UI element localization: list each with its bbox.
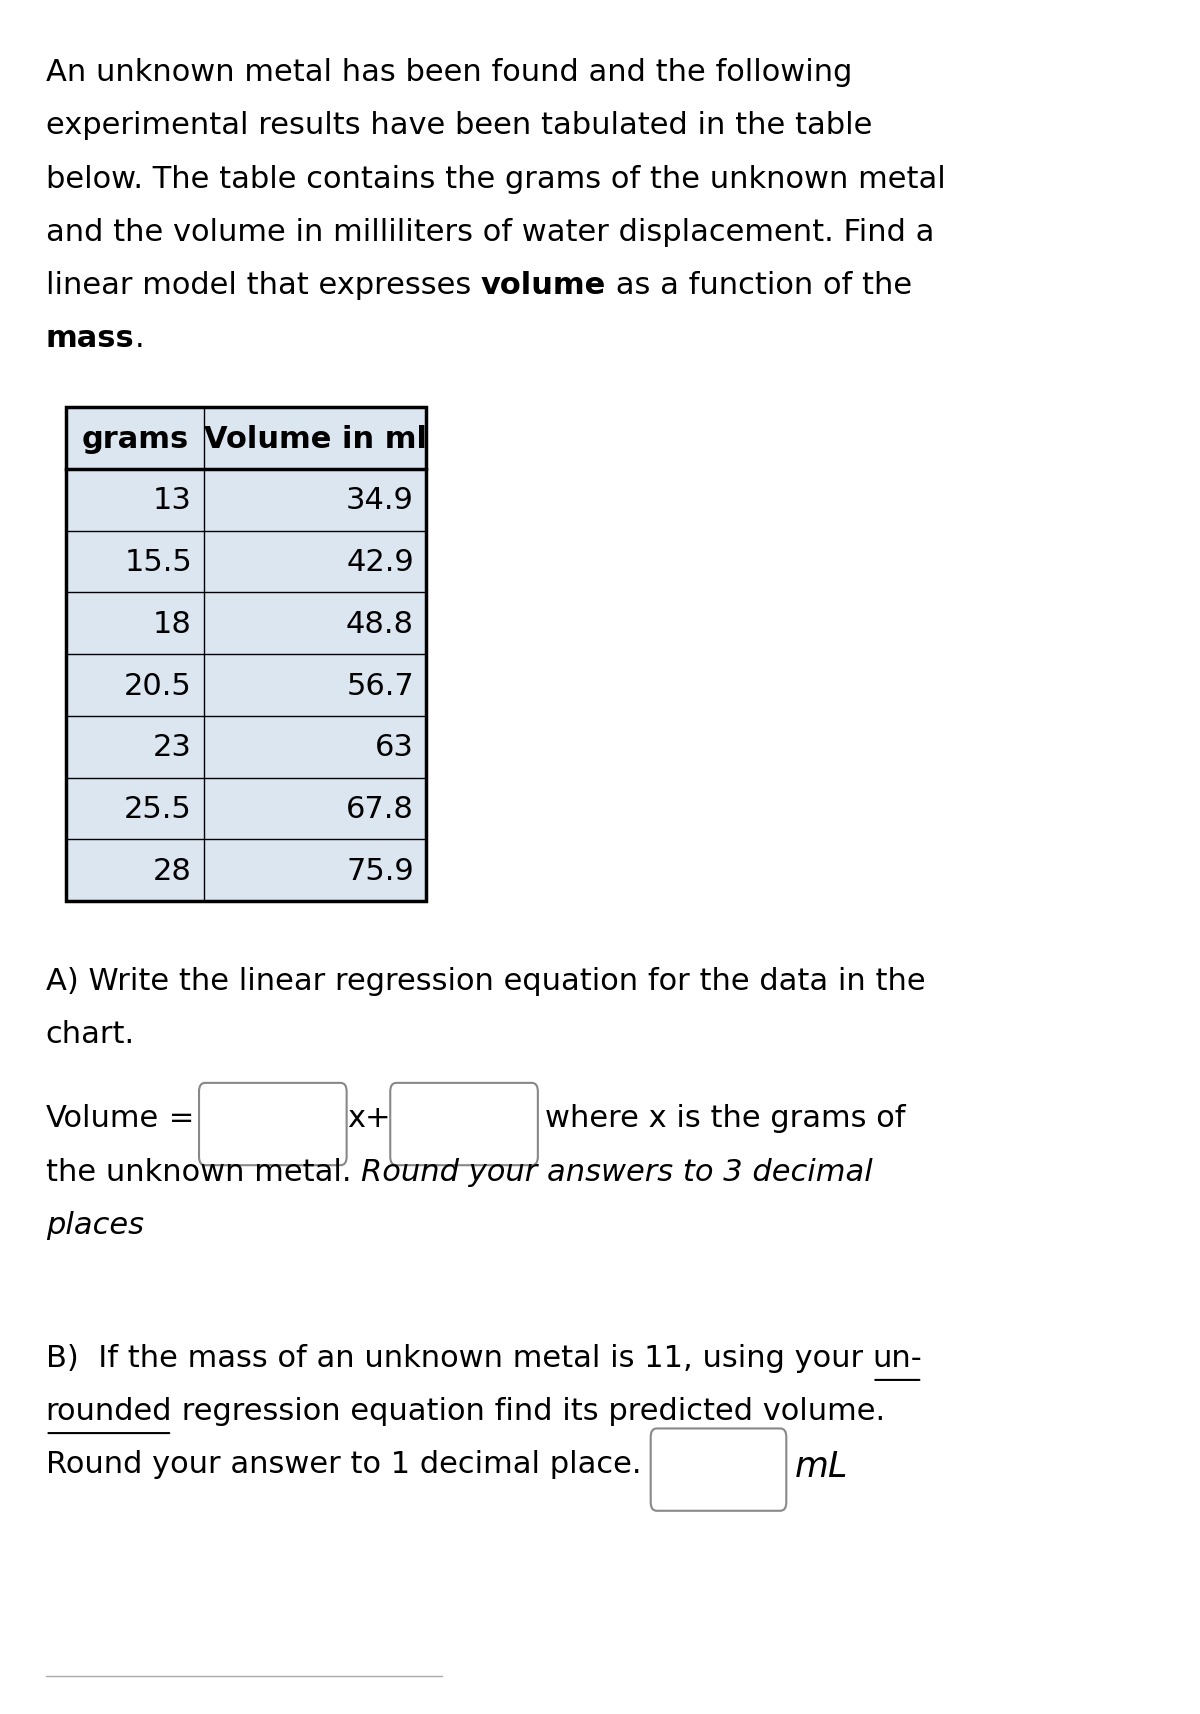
Text: 28: 28 bbox=[154, 857, 192, 884]
Text: rounded: rounded bbox=[46, 1397, 172, 1424]
Text: 63: 63 bbox=[376, 734, 414, 761]
Text: $mL$: $mL$ bbox=[793, 1450, 847, 1483]
Text: 13: 13 bbox=[154, 487, 192, 514]
Text: chart.: chart. bbox=[46, 1020, 134, 1049]
Text: un-: un- bbox=[872, 1344, 923, 1371]
Text: 18: 18 bbox=[154, 610, 192, 638]
Text: 56.7: 56.7 bbox=[347, 672, 414, 699]
Text: 48.8: 48.8 bbox=[346, 610, 414, 638]
Text: .: . bbox=[134, 324, 144, 353]
Text: A) Write the linear regression equation for the data in the: A) Write the linear regression equation … bbox=[46, 967, 925, 996]
Text: where x is the grams of: where x is the grams of bbox=[545, 1104, 906, 1133]
Text: =: = bbox=[158, 1104, 194, 1133]
Text: the unknown metal.: the unknown metal. bbox=[46, 1157, 361, 1186]
Text: 20.5: 20.5 bbox=[125, 672, 192, 699]
Text: as a function of the: as a function of the bbox=[606, 271, 912, 300]
Text: An unknown metal has been found and the following: An unknown metal has been found and the … bbox=[46, 58, 852, 87]
Text: 25.5: 25.5 bbox=[125, 795, 192, 823]
Text: 67.8: 67.8 bbox=[346, 795, 414, 823]
Text: places: places bbox=[46, 1210, 144, 1239]
Text: linear model that expresses: linear model that expresses bbox=[46, 271, 480, 300]
Text: experimental results have been tabulated in the table: experimental results have been tabulated… bbox=[46, 111, 872, 141]
Text: and the volume in milliliters of water displacement. Find a: and the volume in milliliters of water d… bbox=[46, 218, 934, 247]
Text: Round your answer to 1 decimal place.: Round your answer to 1 decimal place. bbox=[46, 1450, 641, 1477]
Text: mass: mass bbox=[46, 324, 134, 353]
Text: B)  If the mass of an unknown metal is 11, using your: B) If the mass of an unknown metal is 11… bbox=[46, 1344, 872, 1371]
Text: Volume: Volume bbox=[46, 1104, 158, 1133]
Text: 75.9: 75.9 bbox=[347, 857, 414, 884]
Text: 42.9: 42.9 bbox=[347, 548, 414, 576]
Text: Round your answers to 3 decimal: Round your answers to 3 decimal bbox=[361, 1157, 872, 1186]
Text: 15.5: 15.5 bbox=[125, 548, 192, 576]
Text: x+: x+ bbox=[347, 1104, 390, 1133]
Text: Volume in ml: Volume in ml bbox=[204, 425, 426, 452]
Text: 34.9: 34.9 bbox=[346, 487, 414, 514]
Text: volume: volume bbox=[480, 271, 606, 300]
Text: 23: 23 bbox=[154, 734, 192, 761]
Text: regression equation find its predicted volume.: regression equation find its predicted v… bbox=[172, 1397, 886, 1424]
Text: below. The table contains the grams of the unknown metal: below. The table contains the grams of t… bbox=[46, 165, 946, 194]
Text: grams: grams bbox=[82, 425, 188, 452]
